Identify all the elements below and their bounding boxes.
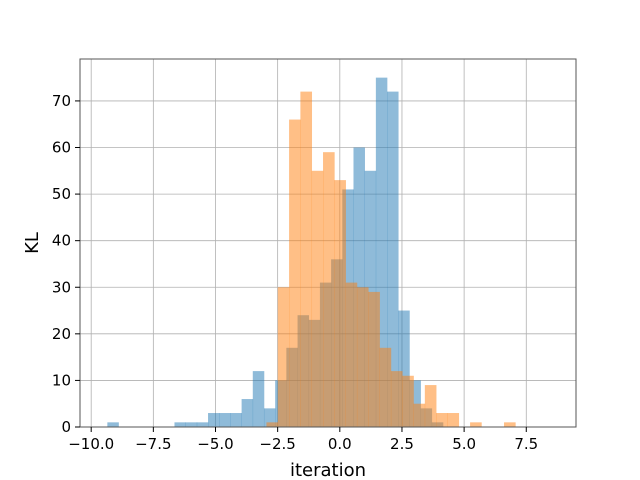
histogram-bar — [356, 287, 369, 427]
x-tick-label: −5.0 — [197, 435, 233, 453]
histogram-bar — [447, 413, 460, 427]
series-1 — [266, 91, 516, 428]
histogram-bar — [345, 282, 358, 427]
histogram-bar — [277, 287, 290, 427]
histogram-bar — [368, 291, 380, 427]
x-tick-label: 7.5 — [514, 435, 538, 453]
x-axis-ticks: −10.0 −7.5 −5.0 −2.5 0.0 2.5 5.0 7.5 — [68, 427, 538, 453]
histogram-bar — [311, 170, 324, 427]
y-axis-ticks: 0 10 20 30 40 50 60 70 — [52, 92, 80, 436]
x-tick-label: 5.0 — [452, 435, 476, 453]
x-tick-label: −2.5 — [259, 435, 295, 453]
histogram-bar — [387, 91, 399, 427]
histogram-bar — [230, 413, 242, 427]
histogram-bar — [413, 403, 426, 427]
histogram-bar — [390, 371, 403, 427]
histogram-bar — [334, 180, 346, 427]
histogram-bar — [266, 422, 279, 427]
histogram-bar — [504, 422, 516, 427]
y-tick-label: 30 — [52, 278, 71, 296]
y-tick-label: 60 — [52, 139, 71, 157]
x-tick-label: −7.5 — [135, 435, 171, 453]
histogram-bar — [241, 399, 254, 427]
histogram-bar — [263, 408, 276, 427]
histogram-bar — [402, 375, 414, 427]
histogram-bar — [375, 77, 388, 428]
histogram-bar — [424, 385, 437, 427]
histogram-bar — [289, 119, 301, 428]
y-axis-label: KL — [22, 232, 43, 254]
histogram-bar — [174, 422, 186, 427]
histogram-bar — [252, 371, 265, 427]
y-tick-label: 0 — [61, 418, 71, 436]
y-tick-label: 10 — [52, 371, 71, 389]
histogram-bar — [107, 422, 119, 427]
histogram-bar — [436, 413, 448, 427]
histogram-bar — [185, 422, 198, 427]
x-tick-label: −10.0 — [68, 435, 114, 453]
y-tick-label: 50 — [52, 185, 71, 203]
y-tick-label: 70 — [52, 92, 71, 110]
histogram-bars — [107, 77, 516, 428]
histogram-bar — [219, 413, 231, 427]
histogram-bar — [208, 413, 220, 427]
histogram-bar — [323, 152, 335, 427]
x-axis-label: iteration — [290, 460, 366, 480]
y-tick-label: 40 — [52, 232, 71, 250]
histogram-bar — [196, 422, 209, 427]
histogram-bar — [398, 310, 410, 427]
histogram-bar — [379, 347, 392, 427]
plot-frame — [79, 58, 577, 428]
y-tick-label: 20 — [52, 325, 71, 343]
histogram-bar — [300, 91, 313, 427]
histogram-bar — [470, 422, 482, 427]
x-tick-label: 0.0 — [328, 435, 352, 453]
x-tick-label: 2.5 — [390, 435, 414, 453]
